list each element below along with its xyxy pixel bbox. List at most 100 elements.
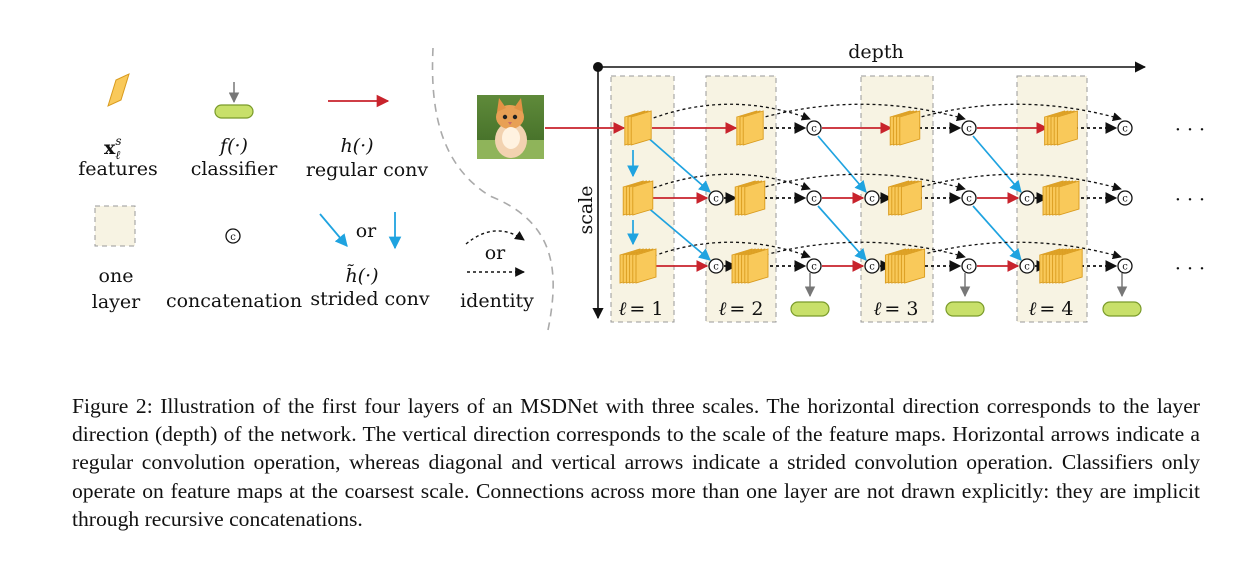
concat-pre-l2-s2: c	[708, 190, 724, 206]
figure-caption: Figure 2: Illustration of the first four…	[72, 394, 1200, 531]
concat-l2-s3: c	[806, 258, 822, 274]
concat-l2-s1: c	[806, 120, 822, 136]
layer-label-4: ℓ = 4	[1029, 298, 1074, 320]
ellipsis-row-1: · · ·	[1175, 119, 1205, 141]
feature-l1-s3	[619, 248, 657, 284]
strided-l4-s1-s2	[972, 135, 1022, 193]
ellipsis-row-3: · · ·	[1175, 258, 1205, 280]
feature-l2-s2	[734, 180, 766, 216]
layer-label-1: ℓ = 1	[619, 298, 664, 320]
svg-text:c: c	[869, 194, 875, 205]
strided-l4-s2-s3	[972, 205, 1022, 261]
svg-text:c: c	[811, 124, 817, 135]
connections	[545, 103, 1128, 298]
identity-curved-arrow-icon	[465, 230, 525, 245]
svg-text:c: c	[1024, 262, 1030, 273]
legend-strided-conv: or h̃(·) strided conv	[310, 212, 430, 310]
svg-text:c: c	[869, 262, 875, 273]
svg-text:c: c	[966, 124, 972, 135]
msdnet-network: depth scale c c c c c c c c c c c c c c c ℓ = 1 ℓ = 2 ℓ =…	[545, 41, 1205, 323]
layer-boxes	[610, 75, 1088, 323]
classifier-l4	[1102, 301, 1142, 317]
identity-skip-l4-s1	[909, 103, 1122, 122]
classifier-l2	[790, 301, 830, 317]
strided-diagonal-arrow-icon	[319, 213, 348, 247]
strided-or: or	[356, 220, 377, 242]
concat-l2-s2: c	[806, 190, 822, 206]
features-label: features	[78, 158, 158, 180]
concat-pre-l4-s3: c	[1019, 258, 1035, 274]
one-layer-label-2: layer	[92, 291, 141, 313]
feature-l3-s1	[889, 110, 921, 146]
depth-label: depth	[848, 41, 903, 63]
svg-text:c: c	[966, 262, 972, 273]
feature-l2-s1	[736, 110, 764, 146]
identity-skip-l4-s2	[909, 173, 1122, 192]
svg-text:c: c	[713, 262, 719, 273]
legend-one-layer: one layer	[92, 205, 141, 313]
classifier-label: classifier	[191, 158, 279, 180]
identity-label: identity	[460, 290, 534, 312]
identity-skip-l4-s3	[909, 241, 1122, 260]
svg-text:c: c	[1122, 124, 1128, 135]
axes-origin-dot	[593, 62, 603, 72]
classifier-l3	[945, 301, 985, 317]
svg-text:c: c	[1122, 262, 1128, 273]
legend-features: xℓs features	[78, 73, 158, 180]
feature-l3-s3	[884, 248, 926, 284]
layer-label-3: ℓ = 3	[874, 298, 919, 320]
feature-l4-s3	[1039, 248, 1083, 284]
feature-map-icon	[107, 73, 130, 107]
separator-curve	[431, 47, 554, 331]
svg-text:c: c	[811, 262, 817, 273]
strided-conv-label: strided conv	[310, 288, 429, 310]
strided-l3-s1-s2	[817, 135, 867, 193]
nodes: c c c c c c c c c c c c c c c	[619, 110, 1142, 317]
legend: xℓs features f(·) classifier h(·) regula…	[78, 73, 534, 313]
strided-l3-s2-s3	[817, 205, 867, 261]
concat-l4-s2: c	[1117, 190, 1133, 206]
legend-regular-conv: h(·) regular conv	[306, 94, 429, 181]
strided-l2-s2-s3	[645, 205, 711, 261]
strided-l2-s1-s2	[645, 135, 711, 193]
identity-skip-l2-s1	[647, 103, 811, 121]
feature-l3-s2	[888, 180, 922, 216]
concat-pre-l4-s2: c	[1019, 190, 1035, 206]
concat-l3-s3: c	[961, 258, 977, 274]
classifier-symbol: f(·)	[218, 135, 248, 157]
legend-identity: or identity	[460, 230, 534, 312]
concatenation-label: concatenation	[166, 290, 302, 312]
identity-skip-l2-s2	[647, 173, 811, 191]
layer-labels: ℓ = 1 ℓ = 2 ℓ = 3 ℓ = 4	[619, 298, 1074, 320]
svg-text:c: c	[966, 194, 972, 205]
concat-l3-s2: c	[961, 190, 977, 206]
svg-text:c: c	[1122, 194, 1128, 205]
regular-conv-symbol: h(·)	[340, 135, 373, 157]
ellipsis-row-2: · · ·	[1175, 189, 1205, 211]
concat-icon	[225, 228, 241, 244]
layer-box-icon	[94, 205, 136, 247]
concat-l3-s1: c	[961, 120, 977, 136]
one-layer-label-1: one	[99, 265, 134, 287]
concat-pre-l3-s3: c	[864, 258, 880, 274]
feature-l1-s1	[624, 110, 652, 146]
legend-concatenation: c concatenation	[166, 228, 302, 312]
identity-skip-l2-s3	[647, 241, 811, 259]
input-image	[477, 95, 544, 159]
scale-label: scale	[575, 185, 597, 234]
concat-pre-l3-s2: c	[864, 190, 880, 206]
svg-text:c: c	[811, 194, 817, 205]
feature-l2-s3	[731, 248, 769, 284]
legend-classifier: f(·) classifier	[191, 82, 279, 180]
feature-l4-s2	[1042, 180, 1080, 216]
concat-pre-l2-s3: c	[708, 258, 724, 274]
features-symbol: xℓs	[104, 134, 122, 162]
classifier-icon	[214, 104, 254, 119]
feature-l1-s2	[622, 180, 654, 216]
svg-text:c: c	[1024, 194, 1030, 205]
msdnet-diagram: xℓs features f(·) classifier h(·) regula…	[78, 41, 1205, 331]
concat-l4-s1: c	[1117, 120, 1133, 136]
regular-conv-label: regular conv	[306, 159, 429, 181]
svg-text:c: c	[230, 232, 236, 243]
